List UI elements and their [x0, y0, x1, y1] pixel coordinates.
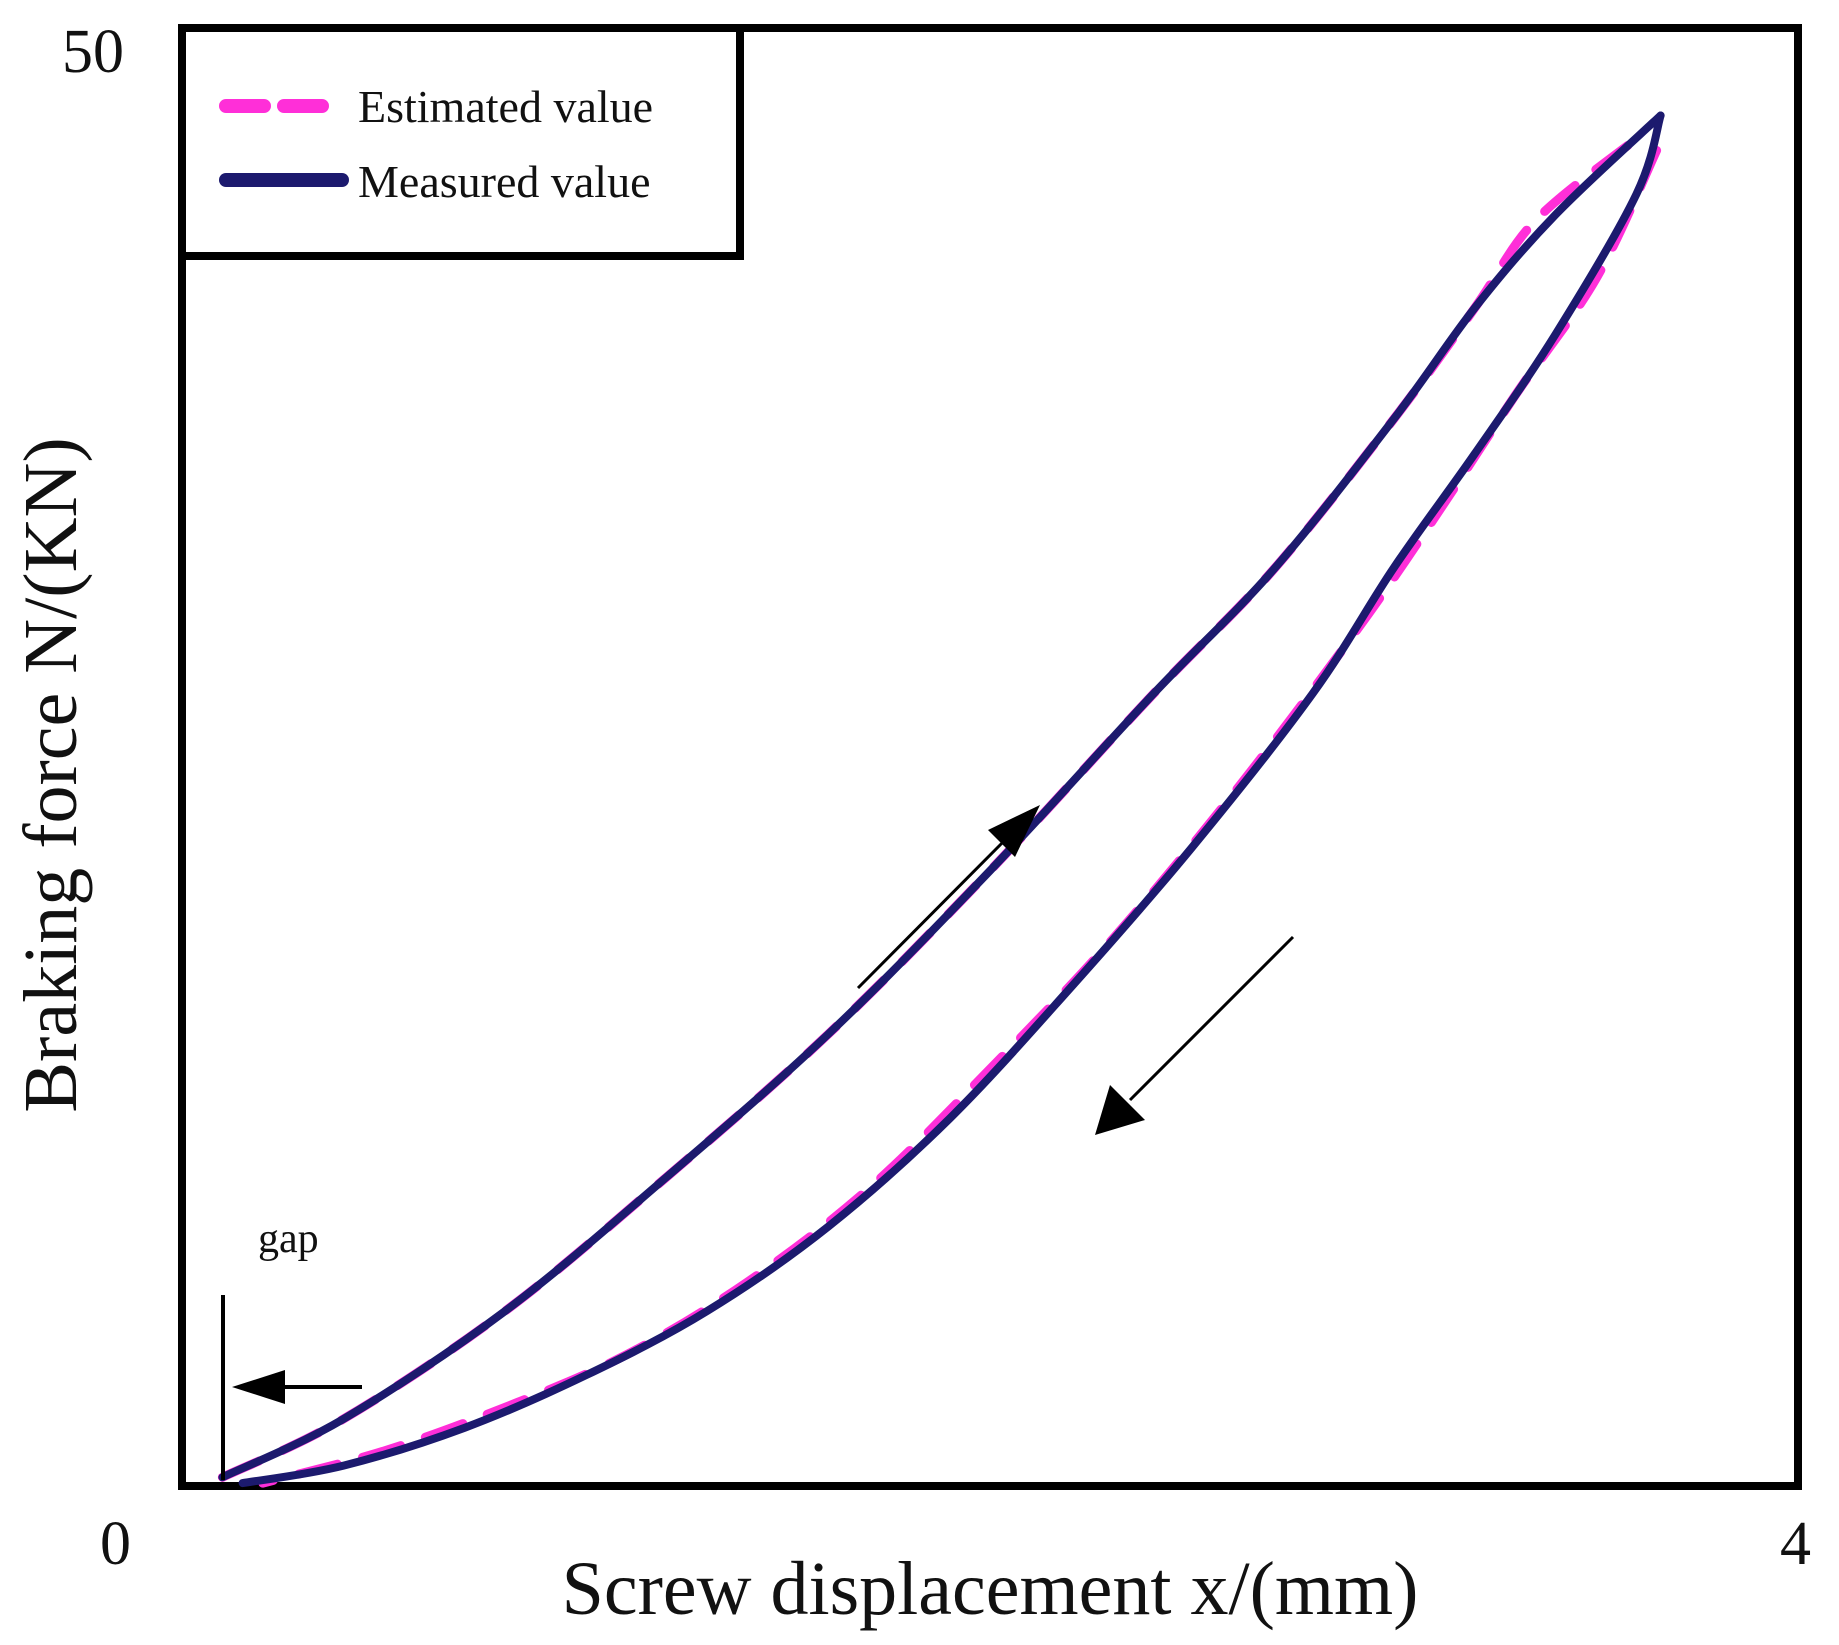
series-estimated-value: [217, 134, 1662, 1488]
estimated-value-loading-line: [217, 134, 1641, 1482]
legend-box: [178, 24, 744, 260]
measured-value-unloading-line: [238, 111, 1665, 1488]
x-axis-label: Screw displacement x/(mm): [562, 1547, 1419, 1631]
y-tick-label-min: 0: [100, 1510, 131, 1578]
y-axis-label: Braking force N/(KN): [9, 437, 93, 1112]
gap-arrow-head: [232, 1370, 285, 1404]
plot-frame: [178, 24, 1802, 1490]
measured-value-loading-line: [218, 111, 1665, 1482]
legend: Estimated value Measured value: [178, 24, 744, 260]
loading-direction-arrow: [856, 805, 1040, 990]
gap-marker: [221, 1295, 362, 1480]
x-tick-label-max: 4: [1780, 1510, 1811, 1578]
y-tick-label-max: 50: [62, 18, 124, 86]
legend-label-measured: Measured value: [358, 156, 651, 207]
series-measured-value: [218, 111, 1665, 1488]
gap-annotation: gap: [258, 1216, 319, 1262]
unloading-direction-arrow: [1095, 935, 1295, 1135]
legend-label-estimated: Estimated value: [358, 81, 653, 132]
series-layer: [217, 111, 1665, 1488]
